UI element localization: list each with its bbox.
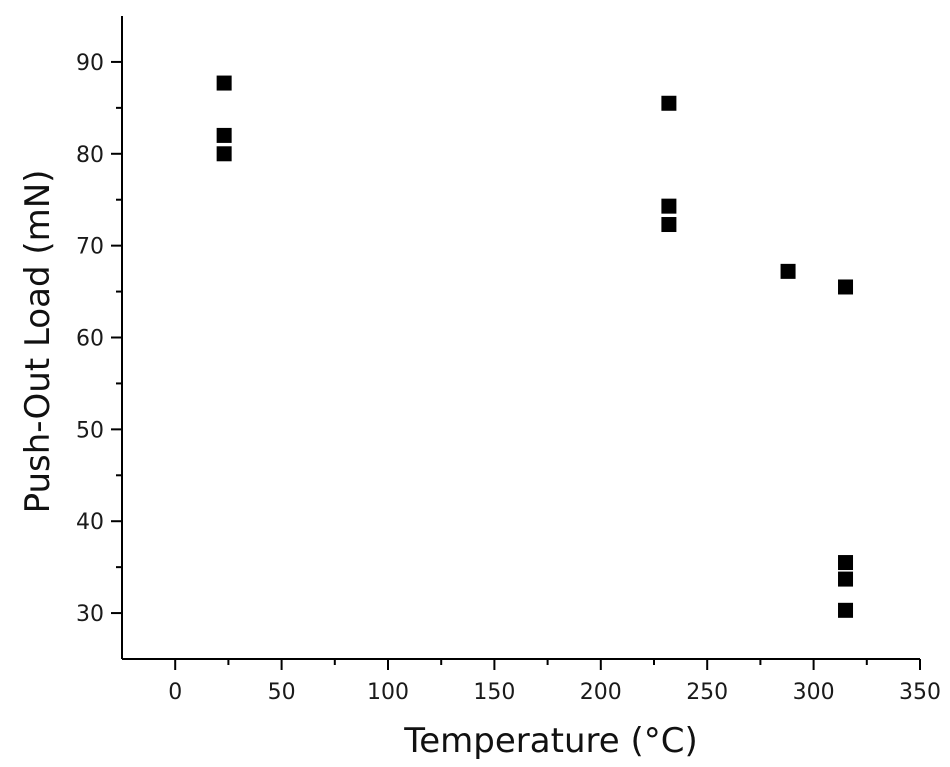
data-point [661, 198, 677, 214]
y-tick-label: 30 [76, 602, 104, 627]
data-point [661, 217, 677, 233]
data-point [216, 75, 232, 91]
x-axis-ticks: 0 50 100 150 200 250 300 350 [168, 659, 941, 705]
x-axis-title: Temperature (°C) [403, 721, 697, 761]
y-axis-title: Push-Out Load (mN) [18, 170, 58, 514]
data-point [838, 571, 854, 587]
data-point [838, 279, 854, 295]
data-points [216, 75, 854, 618]
x-tick-label: 300 [793, 680, 835, 705]
data-point [780, 263, 796, 279]
y-tick-label: 40 [76, 510, 104, 535]
data-point [661, 95, 677, 111]
y-axis-ticks: 30 40 50 60 70 80 90 [76, 51, 122, 627]
x-tick-label: 150 [473, 680, 515, 705]
y-tick-label: 90 [76, 51, 104, 76]
x-tick-label: 250 [686, 680, 728, 705]
axes [121, 16, 920, 660]
y-tick-label: 50 [76, 418, 104, 443]
data-point [216, 146, 232, 162]
x-tick-label: 100 [367, 680, 409, 705]
x-tick-label: 350 [899, 680, 941, 705]
x-tick-label: 200 [580, 680, 622, 705]
y-tick-label: 60 [76, 327, 104, 352]
data-point [838, 602, 854, 618]
y-tick-label: 70 [76, 235, 104, 260]
data-point [216, 127, 232, 143]
data-point [838, 555, 854, 571]
y-tick-label: 80 [76, 143, 104, 168]
x-tick-label: 50 [268, 680, 296, 705]
x-tick-label: 0 [168, 680, 182, 705]
